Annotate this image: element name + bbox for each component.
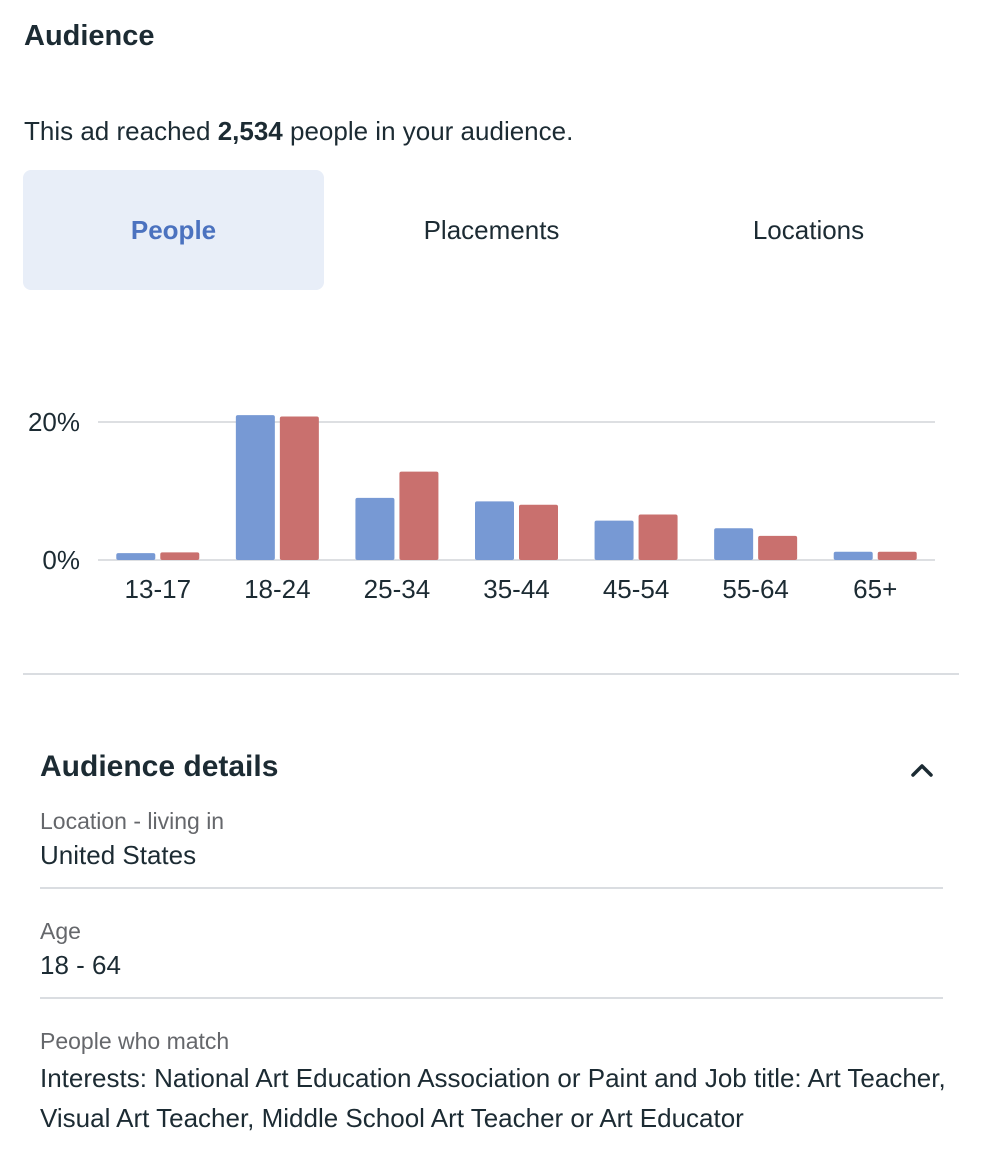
reach-count: 2,534 [217,116,283,146]
x-tick-label: 35-44 [483,574,550,604]
x-tick-label: 45-54 [603,574,670,604]
tab-locations[interactable]: Locations [752,215,865,245]
people-who-match-label: People who match [40,1028,230,1054]
reach-prefix: This ad reached [24,116,211,146]
tab-placements[interactable]: Placements [423,215,560,245]
y-tick-label: 20% [28,407,80,437]
bar [235,415,275,560]
people-who-match-value: Interests: National Art Education Associ… [40,1063,946,1133]
bar [160,552,200,560]
bar [519,504,558,560]
bar [758,535,798,560]
bar [116,553,156,560]
location-label: Location - living in [40,808,225,834]
age-value: 18 - 64 [40,950,121,980]
bar [355,497,395,560]
section-divider [23,673,959,675]
bar [594,520,634,560]
bar [475,501,514,560]
bar [833,551,873,560]
age-distribution-chart: 0% 20% 13-17 18-24 25-34 35-44 45-54 55-64 65+ [28,407,935,604]
reach-summary: This ad reached 2,534 people in your aud… [24,116,573,147]
x-tick-label: 25-34 [364,574,431,604]
row-divider [40,997,943,999]
bar [714,528,754,560]
row-divider [40,887,943,889]
y-tick-label: 0% [42,545,80,575]
age-label: Age [40,918,81,944]
chevron-up-icon[interactable] [902,750,942,790]
page-title: Audience [24,20,155,52]
tab-people[interactable]: People [23,170,324,290]
x-tick-label: 55-64 [722,574,789,604]
audience-tabs: People Placements Locations [23,170,959,290]
audience-details-title: Audience details [40,750,279,783]
bar [877,551,917,560]
reach-suffix: people in your audience. [290,116,574,146]
bar [638,514,678,560]
bar [399,471,439,560]
bar [279,416,319,560]
location-value: United States [40,840,197,870]
x-tick-label: 18-24 [244,574,311,604]
x-tick-label: 13-17 [125,574,192,604]
x-tick-label: 65+ [853,574,897,604]
